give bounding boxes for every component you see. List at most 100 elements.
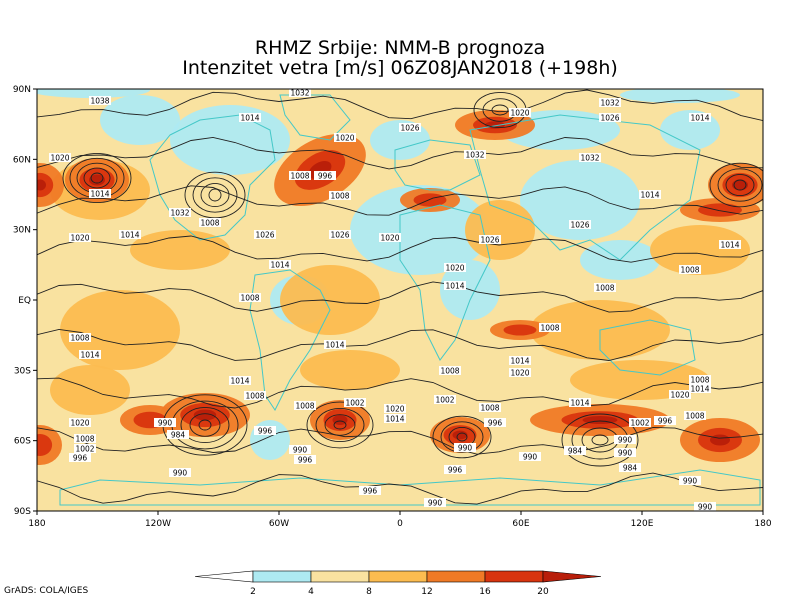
isobar-label-box [614, 435, 636, 444]
isobar-label-box [684, 411, 706, 420]
colorbar-segment [252, 570, 312, 583]
isobar-label-box [314, 171, 336, 180]
isobar-label-box [679, 476, 701, 485]
coastline [394, 139, 481, 191]
lon-label: 60W [269, 519, 289, 529]
wind-blob [710, 434, 730, 446]
isobar-label-box [689, 113, 711, 122]
coastline [599, 319, 696, 376]
isobar-ring [561, 413, 639, 467]
wind-blob [89, 174, 105, 186]
isobar-label: 1014 [445, 282, 464, 291]
isobar-label: 1008 [690, 376, 709, 385]
colorbar-arrow-low [194, 570, 254, 583]
isobar-label-box [289, 445, 311, 454]
isobar-label: 1008 [440, 367, 459, 376]
isobar-label-box [329, 230, 351, 239]
wind-blob [350, 185, 490, 275]
wind-blob [520, 160, 640, 240]
isobar-label-box [49, 153, 71, 162]
colorbar-label: 8 [366, 587, 372, 597]
isobar-label: 1008 [245, 392, 264, 401]
wind-blob [650, 225, 750, 275]
isobar-label-box [69, 333, 91, 342]
lon-label: 0 [397, 519, 403, 529]
lat-label: EQ [18, 296, 31, 306]
isobar-label: 996 [258, 427, 273, 436]
colorbar-arrow-high [542, 570, 602, 583]
isobar-line [37, 235, 763, 263]
isobar-label-box [294, 401, 316, 410]
map-subtitle: Intenzitet vetra [m/s] 06Z08JAN2018 (+19… [182, 57, 618, 79]
isobar-label-box [89, 96, 111, 105]
isobar-label: 996 [318, 172, 333, 181]
isobar-label: 1014 [120, 231, 139, 240]
isobar-label: 1008 [70, 334, 89, 343]
isobar-label-box [289, 89, 311, 97]
isobar-label-box [669, 390, 691, 399]
isobar-label: 1020 [50, 154, 69, 163]
isobar-line [37, 472, 763, 505]
colorbar-label: 20 [537, 587, 549, 597]
isobar-label-box [464, 150, 486, 159]
isobar-label: 1014 [230, 377, 249, 386]
isobar-label: 1032 [170, 209, 189, 218]
isobar-ring [709, 162, 763, 208]
isobar-label: 1026 [480, 236, 499, 245]
lat-label: 90S [14, 507, 31, 517]
wind-blob [37, 89, 150, 98]
isobar-label-box [384, 414, 406, 423]
isobar-label: 1014 [690, 385, 709, 394]
isobar-label: 1032 [580, 154, 599, 163]
isobar-label: 984 [623, 464, 638, 473]
isobar-label: 1014 [240, 114, 259, 123]
lon-label: 180 [28, 519, 45, 529]
isobar-ring [315, 407, 365, 443]
isobar-label: 1008 [330, 192, 349, 201]
isobar-label: 1020 [670, 391, 689, 400]
colorbar-segment [310, 570, 370, 583]
isobar-label: 1026 [330, 231, 349, 240]
isobar-label-box [294, 455, 316, 464]
isobar-label: 990 [698, 503, 713, 512]
isobar-label: 996 [73, 454, 88, 463]
isobar-label-box [689, 375, 711, 384]
isobar-label: 1020 [70, 419, 89, 428]
isobar-label-box [74, 444, 96, 453]
isobar-label: 1014 [720, 241, 739, 250]
isobar-label-box [344, 398, 366, 407]
lat-label: 30S [14, 366, 31, 376]
isobar-ring [83, 167, 111, 189]
isobar-label-box [594, 283, 616, 292]
isobar-label: 1014 [690, 114, 709, 123]
isobar-label: 1032 [465, 151, 484, 160]
isobar-label: 990 [523, 453, 538, 462]
isobar-line [37, 89, 763, 122]
isobar-label-box [444, 263, 466, 272]
lon-label: 60E [512, 519, 529, 529]
isobar-label: 1002 [435, 396, 454, 405]
isobar-label-box [444, 281, 466, 290]
lat-label: 30N [13, 226, 31, 236]
map-title: RHMZ Srbije: NMM-B prognoza [254, 37, 546, 59]
isobar-label: 990 [293, 446, 308, 455]
isobar-label: 1014 [385, 415, 404, 424]
longitude-axis: 180 120W 60W 0 60E 120E 180 [28, 511, 772, 529]
isobar-label-box [539, 323, 561, 332]
isobar-label-box [599, 113, 621, 122]
isobar-label-box [569, 220, 591, 229]
isobar-label-box [479, 403, 501, 412]
isobar-label: 990 [173, 469, 188, 478]
isobar-ring [184, 171, 246, 219]
isobar-ring [198, 419, 212, 431]
isobar-ring [189, 413, 221, 437]
isobar-ring [440, 421, 484, 453]
isobar-label: 990 [458, 444, 473, 453]
isobar-label-box [379, 233, 401, 242]
isobar-label: 996 [448, 466, 463, 475]
colorbar-label: 16 [479, 587, 491, 597]
isobar-label-box [69, 453, 91, 462]
isobar-label: 1008 [200, 219, 219, 228]
